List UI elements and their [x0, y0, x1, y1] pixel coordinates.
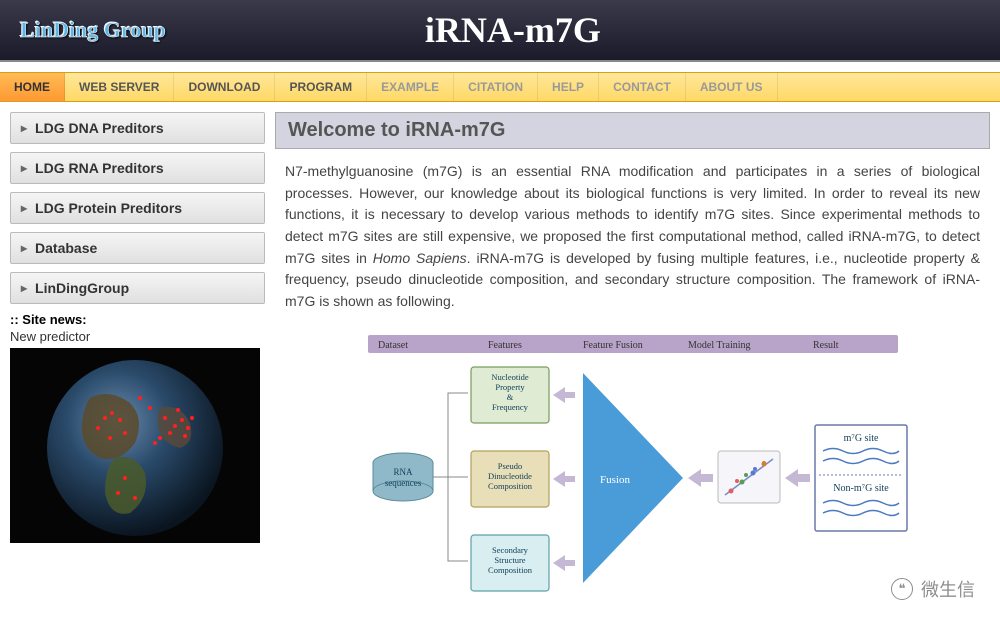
- nav-item-web-server[interactable]: WEB SERVER: [65, 73, 174, 101]
- sidebar-button[interactable]: Database: [10, 232, 265, 264]
- nav-item-about-us[interactable]: ABOUT US: [686, 73, 778, 101]
- svg-text:m⁷G site: m⁷G site: [843, 433, 878, 444]
- svg-text:Pseudo: Pseudo: [497, 461, 522, 471]
- svg-text:Dinucleotide: Dinucleotide: [488, 471, 532, 481]
- svg-text:Model Training: Model Training: [688, 340, 751, 351]
- framework-diagram: Dataset Features Feature Fusion Model Train…: [275, 333, 990, 603]
- content-area: Welcome to iRNA-m7G N7-methylguanosine (…: [275, 112, 990, 603]
- svg-text:Secondary: Secondary: [492, 545, 529, 555]
- nav-item-example[interactable]: EXAMPLE: [367, 73, 454, 101]
- nav-item-citation[interactable]: CITATION: [454, 73, 538, 101]
- sidebar-button[interactable]: LDG DNA Preditors: [10, 112, 265, 144]
- logo-text: LinDing Group: [20, 17, 166, 43]
- nav-item-home[interactable]: HOME: [0, 73, 65, 101]
- svg-text:Result: Result: [813, 340, 839, 351]
- watermark: ❝ 微生信: [891, 576, 975, 602]
- svg-text:sequences: sequences: [384, 478, 421, 488]
- svg-text:Composition: Composition: [488, 481, 533, 491]
- svg-text:Frequency: Frequency: [492, 402, 529, 412]
- nav-item-contact[interactable]: CONTACT: [599, 73, 686, 101]
- sidebar-button[interactable]: LDG RNA Preditors: [10, 152, 265, 184]
- content-body: N7-methylguanosine (m7G) is an essential…: [275, 149, 990, 325]
- sidebar-button[interactable]: LinDingGroup: [10, 272, 265, 304]
- main-content: LDG DNA Preditors LDG RNA Preditors LDG Pr…: [0, 112, 1000, 603]
- sidebar: LDG DNA Preditors LDG RNA Preditors LDG Pr…: [10, 112, 275, 603]
- svg-text:Nucleotide: Nucleotide: [491, 372, 529, 382]
- wechat-icon: ❝: [891, 578, 913, 600]
- nav-item-download[interactable]: DOWNLOAD: [174, 73, 275, 101]
- svg-text:RNA: RNA: [393, 467, 413, 477]
- svg-text:Composition: Composition: [488, 565, 533, 575]
- nav-item-help[interactable]: HELP: [538, 73, 599, 101]
- svg-text:&: &: [506, 392, 513, 402]
- site-news-item: New predictor: [10, 329, 265, 344]
- nav-item-program[interactable]: PROGRAM: [275, 73, 367, 101]
- body-text-em: Homo Sapiens: [373, 250, 467, 266]
- main-nav: HOMEWEB SERVERDOWNLOADPROGRAMEXAMPLECITA…: [0, 72, 1000, 102]
- svg-text:Non-m⁷G site: Non-m⁷G site: [833, 483, 889, 494]
- svg-text:Features: Features: [488, 340, 522, 351]
- site-news-heading: :: Site news:: [10, 312, 265, 327]
- sidebar-button[interactable]: LDG Protein Preditors: [10, 192, 265, 224]
- page-header: LinDing Group iRNA-m7G: [0, 0, 1000, 62]
- svg-text:Structure: Structure: [494, 555, 525, 565]
- svg-text:Property: Property: [495, 382, 525, 392]
- svg-text:Dataset: Dataset: [378, 340, 408, 351]
- watermark-text: 微生信: [921, 576, 975, 602]
- svg-text:Fusion: Fusion: [600, 474, 630, 486]
- visitor-globe: [10, 348, 260, 543]
- site-title: iRNA-m7G: [166, 9, 860, 51]
- content-heading: Welcome to iRNA-m7G: [275, 112, 990, 149]
- svg-text:Feature Fusion: Feature Fusion: [583, 340, 643, 351]
